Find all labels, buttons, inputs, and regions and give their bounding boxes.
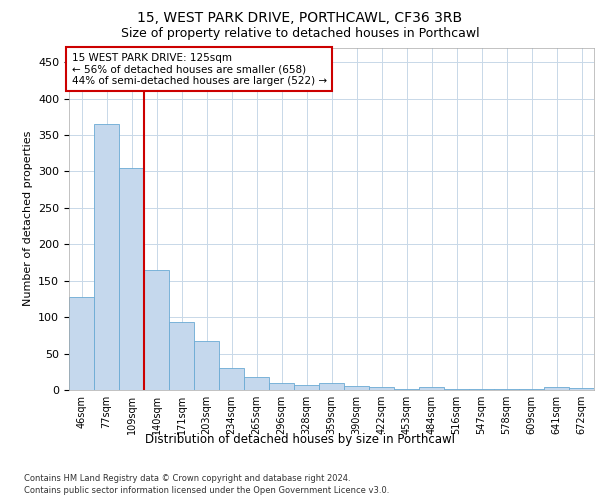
Bar: [94, 124, 119, 390]
Bar: [169, 322, 194, 390]
Text: Contains HM Land Registry data © Crown copyright and database right 2024.: Contains HM Land Registry data © Crown c…: [24, 474, 350, 483]
Bar: [419, 387, 444, 390]
Bar: [369, 387, 394, 390]
Bar: [244, 377, 269, 390]
Bar: [569, 388, 594, 390]
Bar: [294, 385, 319, 390]
Bar: [269, 384, 294, 390]
Text: Size of property relative to detached houses in Porthcawl: Size of property relative to detached ho…: [121, 28, 479, 40]
Bar: [344, 386, 369, 390]
Text: Contains public sector information licensed under the Open Government Licence v3: Contains public sector information licen…: [24, 486, 389, 495]
Bar: [69, 296, 94, 390]
Bar: [544, 387, 569, 390]
Bar: [219, 368, 244, 390]
Bar: [194, 341, 219, 390]
Bar: [119, 168, 144, 390]
Bar: [144, 270, 169, 390]
Text: 15, WEST PARK DRIVE, PORTHCAWL, CF36 3RB: 15, WEST PARK DRIVE, PORTHCAWL, CF36 3RB: [137, 11, 463, 25]
Bar: [319, 384, 344, 390]
Text: Distribution of detached houses by size in Porthcawl: Distribution of detached houses by size …: [145, 432, 455, 446]
Y-axis label: Number of detached properties: Number of detached properties: [23, 131, 32, 306]
Text: 15 WEST PARK DRIVE: 125sqm
← 56% of detached houses are smaller (658)
44% of sem: 15 WEST PARK DRIVE: 125sqm ← 56% of deta…: [71, 52, 327, 86]
